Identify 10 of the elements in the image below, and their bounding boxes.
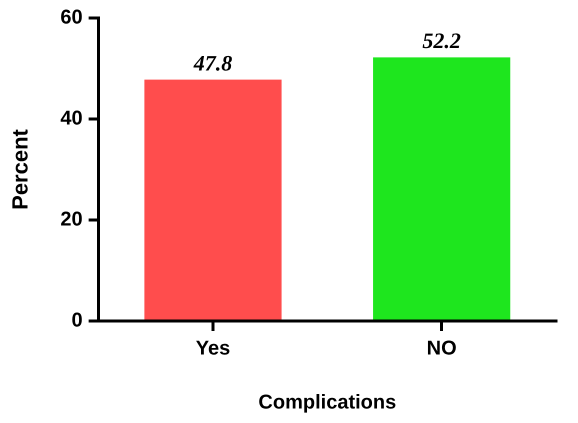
y-tick-label: 40 <box>60 108 83 130</box>
y-tick-label: 0 <box>72 310 83 332</box>
data-label: 52.2 <box>422 28 461 54</box>
y-tick-label: 60 <box>60 6 83 29</box>
data-label: 47.8 <box>192 50 232 76</box>
y-tick-label: 20 <box>60 208 83 231</box>
x-tick-label: NO <box>426 338 457 360</box>
y-axis-title: Percent <box>7 128 32 210</box>
x-tick-label: Yes <box>196 338 230 360</box>
x-axis-title: Complications <box>258 392 396 414</box>
